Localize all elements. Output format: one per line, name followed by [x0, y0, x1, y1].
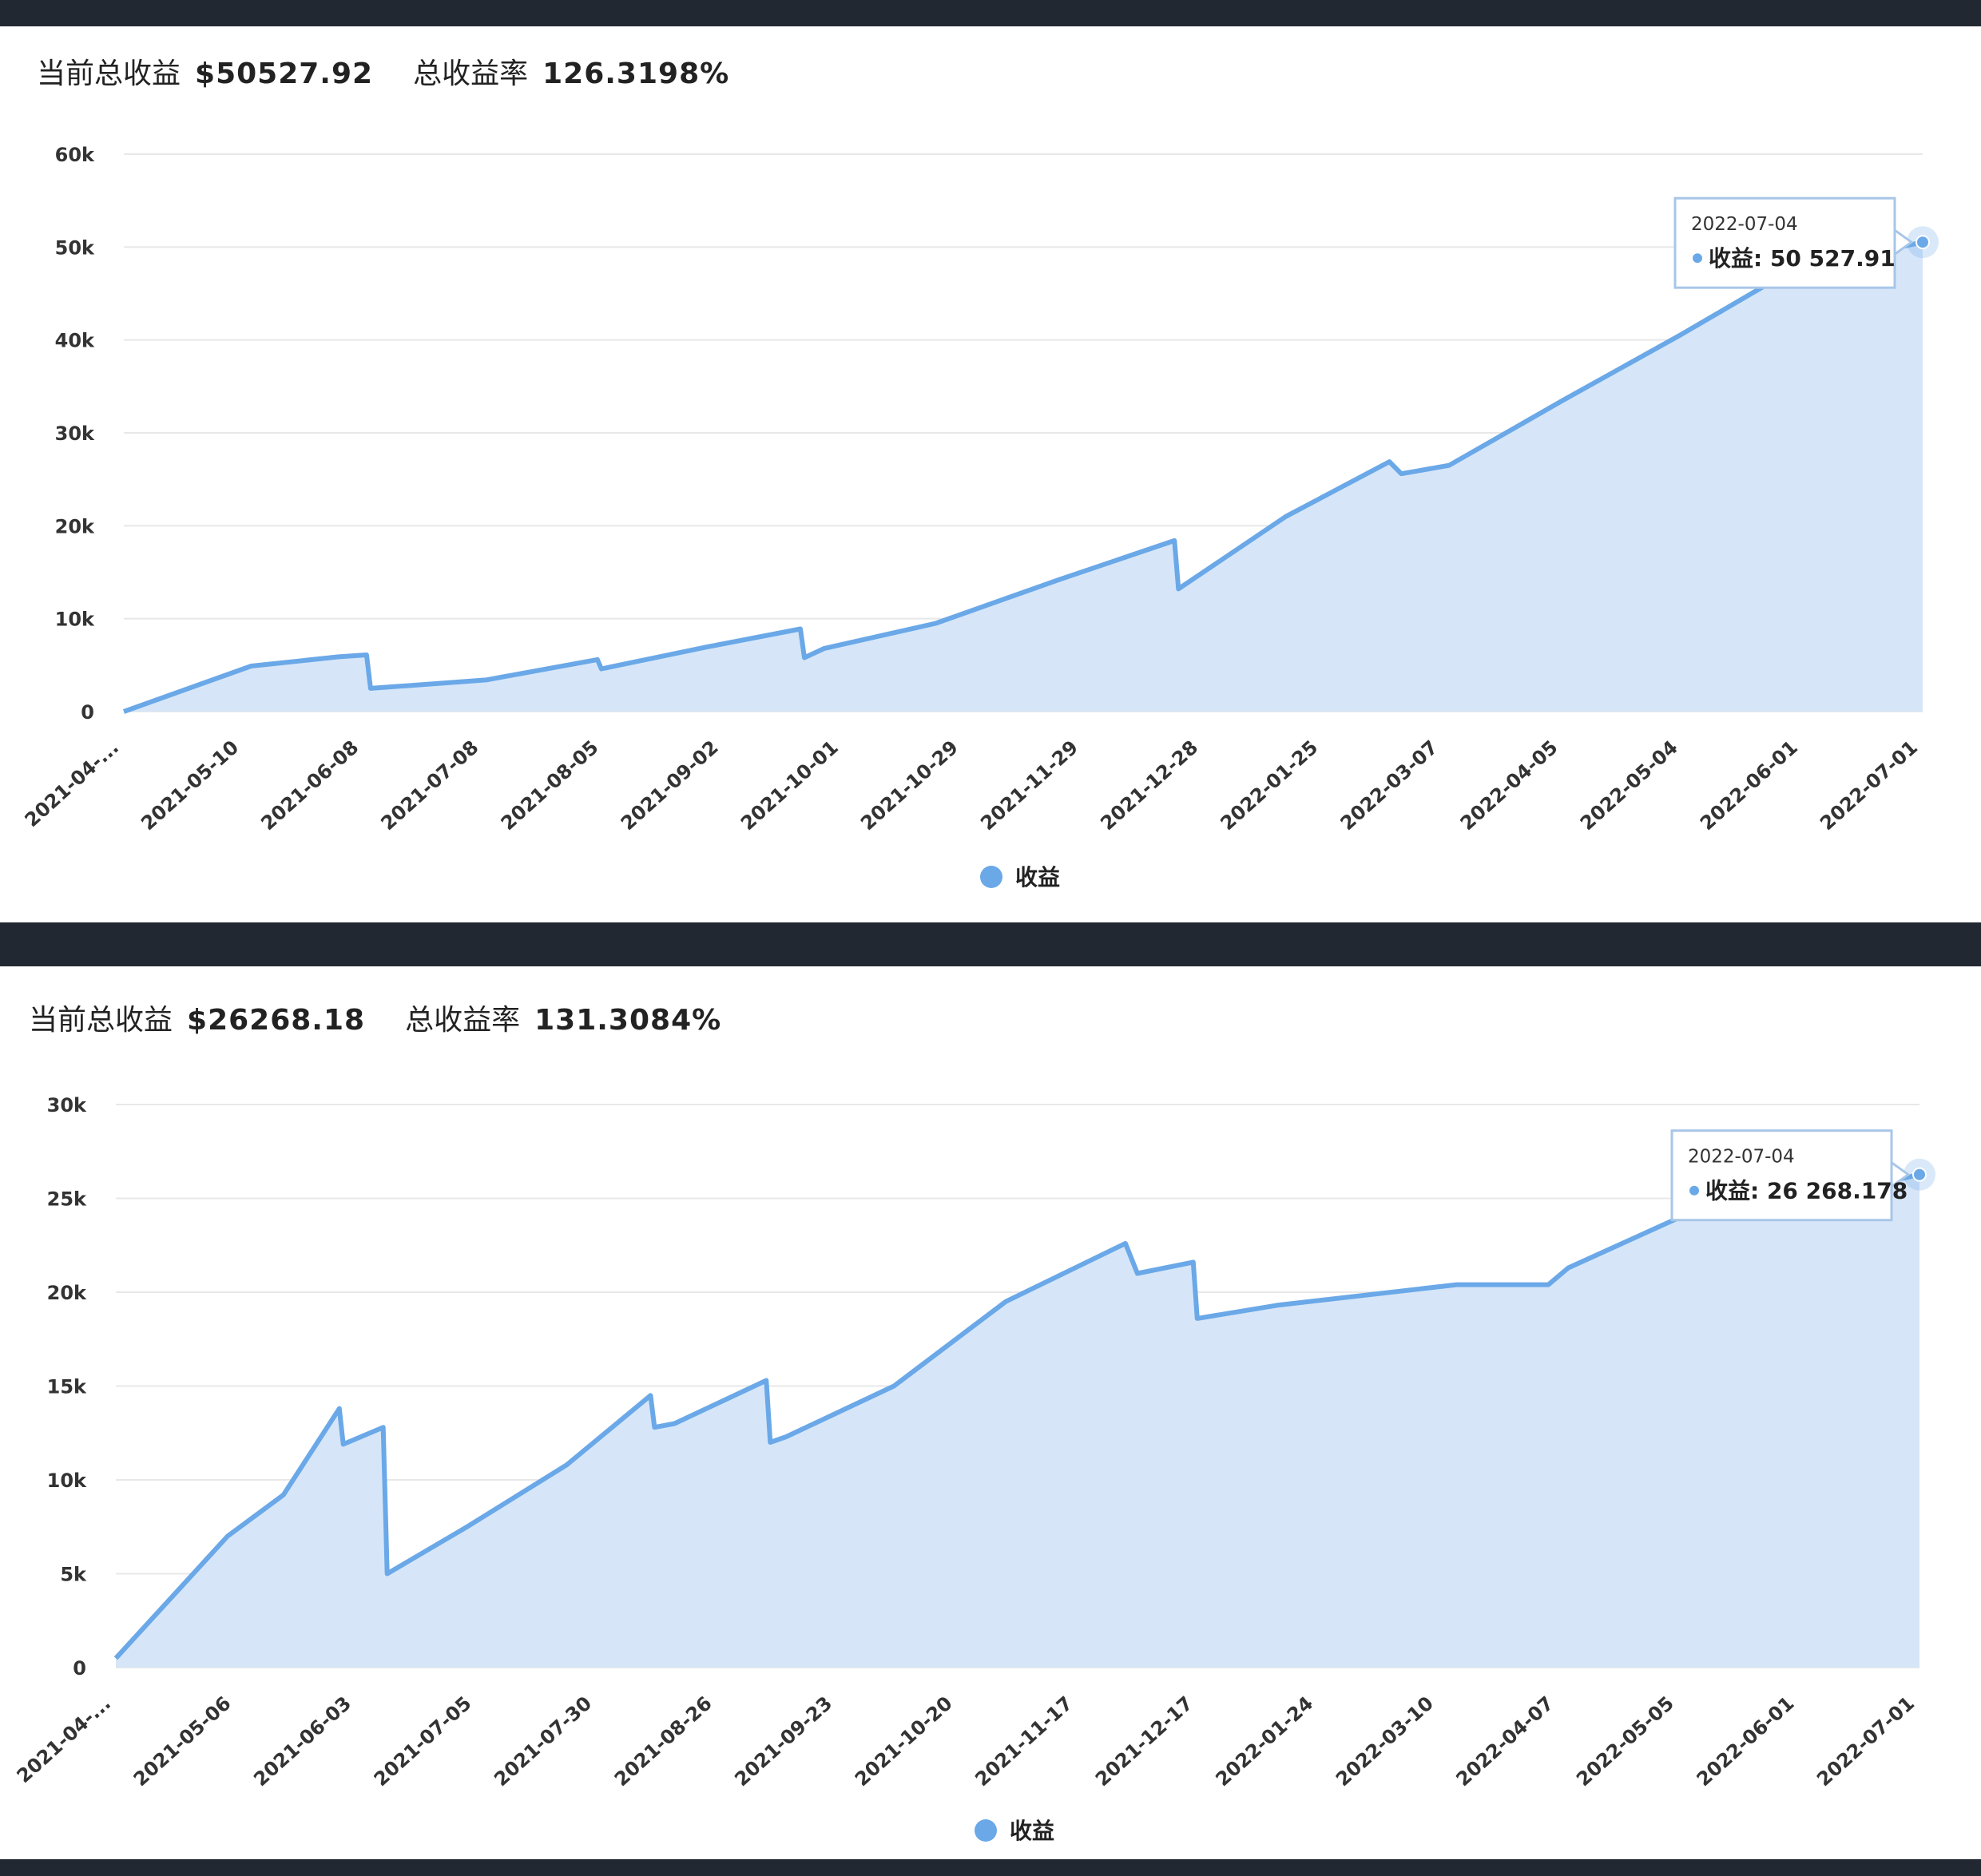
tooltip-box	[1673, 196, 1896, 289]
tooltip-date: 2022-07-04	[1688, 1147, 1795, 1168]
y-tick-label: 40k	[55, 330, 95, 352]
x-tick-label: 2021-09-23	[730, 1692, 836, 1791]
x-tick-label: 2021-09-02	[617, 736, 723, 835]
total-profit-value: $26268.18	[187, 1004, 366, 1037]
x-tick-label: 2021-06-08	[256, 736, 363, 835]
tooltip-date: 2022-07-04	[1691, 214, 1798, 235]
x-tick-label: 2021-04-...	[13, 1692, 115, 1787]
x-tick-label: 2021-05-06	[129, 1692, 236, 1791]
chart-panel-1: 当前总收益 $50527.92 总收益率 126.3198% 0 10k 20k 30k 40…	[0, 26, 1981, 922]
total-rate-value: 126.3198%	[542, 58, 730, 90]
legend-label[interactable]: 收益	[1015, 864, 1060, 890]
tooltip-series-dot	[1689, 1185, 1699, 1196]
x-tick-label: 2021-08-05	[497, 736, 603, 835]
x-tick-label: 2022-05-04	[1576, 736, 1682, 835]
y-tick-label: 10k	[47, 1469, 87, 1492]
total-rate-value: 131.3084%	[534, 1004, 722, 1037]
tooltip: 2022-07-04 收益: 50 527.91	[1673, 196, 1914, 289]
series-line[interactable]	[122, 240, 1923, 714]
legend-marker[interactable]	[980, 866, 1002, 888]
y-tick-label: 20k	[55, 515, 95, 537]
x-tick-label: 2021-11-17	[971, 1692, 1077, 1791]
total-profit-value: $50527.92	[195, 58, 374, 90]
total-profit-label: 当前总收益	[37, 58, 181, 90]
x-tick-label: 2022-06-01	[1693, 1692, 1799, 1791]
chart-panel-2: 当前总收益 $26268.18 总收益率 131.3084% 0 5k 10k 15k 20k…	[0, 966, 1981, 1859]
total-rate-label: 总收益率	[405, 1004, 521, 1037]
x-tick-label: 2021-07-08	[377, 736, 483, 835]
legend-marker[interactable]	[975, 1819, 997, 1842]
x-tick-label: 2021-05-10	[137, 736, 243, 835]
y-tick-label: 30k	[55, 422, 95, 445]
tooltip-box	[1670, 1129, 1893, 1222]
total-rate-label: 总收益率	[413, 58, 529, 90]
x-tick-label: 2022-06-01	[1696, 736, 1802, 835]
x-tick-label: 2022-01-25	[1217, 736, 1323, 835]
x-tick-label: 2022-07-01	[1812, 1692, 1919, 1791]
series-area	[116, 1174, 1919, 1668]
x-tick-label: 2021-12-17	[1091, 1692, 1197, 1791]
tooltip-value: 收益: 50 527.91	[1709, 245, 1896, 272]
tooltip: 2022-07-04 收益: 26 268.178	[1670, 1129, 1911, 1222]
x-tick-label: 2021-04-...	[21, 736, 123, 831]
x-tick-label: 2022-03-07	[1336, 736, 1443, 835]
x-tick-label: 2021-12-28	[1096, 736, 1202, 835]
x-tick-label: 2021-07-05	[370, 1692, 476, 1791]
x-tick-label: 2021-07-30	[490, 1692, 596, 1791]
x-tick-label: 2021-08-26	[610, 1692, 717, 1791]
tooltip-series-dot	[1693, 253, 1702, 264]
summary-bar: 当前总收益 $26268.18 总收益率 131.3084%	[29, 997, 761, 1038]
x-tick-label: 2021-10-01	[736, 736, 843, 835]
legend-label[interactable]: 收益	[1010, 1818, 1054, 1844]
series-line[interactable]	[113, 1172, 1920, 1660]
x-tick-label: 2021-10-20	[851, 1692, 957, 1791]
y-tick-label: 50k	[55, 236, 95, 259]
y-tick-label: 15k	[47, 1376, 87, 1398]
y-tick-label: 20k	[47, 1282, 87, 1304]
x-tick-label: 2022-03-10	[1332, 1692, 1438, 1791]
x-tick-label: 2021-11-29	[976, 736, 1082, 835]
y-tick-label: 25k	[47, 1188, 87, 1211]
y-tick-label: 60k	[55, 144, 95, 166]
series-area	[124, 242, 1923, 712]
tooltip-value: 收益: 26 268.178	[1705, 1178, 1908, 1204]
y-tick-label: 0	[73, 1657, 86, 1680]
y-tick-label: 30k	[47, 1094, 87, 1116]
x-tick-label: 2022-04-07	[1452, 1692, 1558, 1791]
x-tick-label: 2021-06-03	[249, 1692, 355, 1791]
profit-chart[interactable]: 0 10k 20k 30k 40k 50k 60k 2021-04-... 2021-05-10…	[0, 26, 1981, 922]
hover-point[interactable]	[1915, 235, 1930, 250]
summary-bar: 当前总收益 $50527.92 总收益率 126.3198%	[37, 50, 769, 92]
x-tick-label: 2022-07-01	[1816, 736, 1922, 835]
x-tick-label: 2021-10-29	[856, 736, 963, 835]
x-tick-label: 2022-01-24	[1212, 1692, 1318, 1791]
x-tick-label: 2022-05-05	[1572, 1692, 1678, 1791]
hover-point[interactable]	[1912, 1167, 1927, 1182]
y-tick-label: 10k	[55, 609, 95, 631]
total-profit-label: 当前总收益	[29, 1004, 173, 1037]
y-tick-label: 5k	[60, 1564, 87, 1586]
x-tick-label: 2022-04-05	[1456, 736, 1562, 835]
y-tick-label: 0	[81, 701, 94, 724]
